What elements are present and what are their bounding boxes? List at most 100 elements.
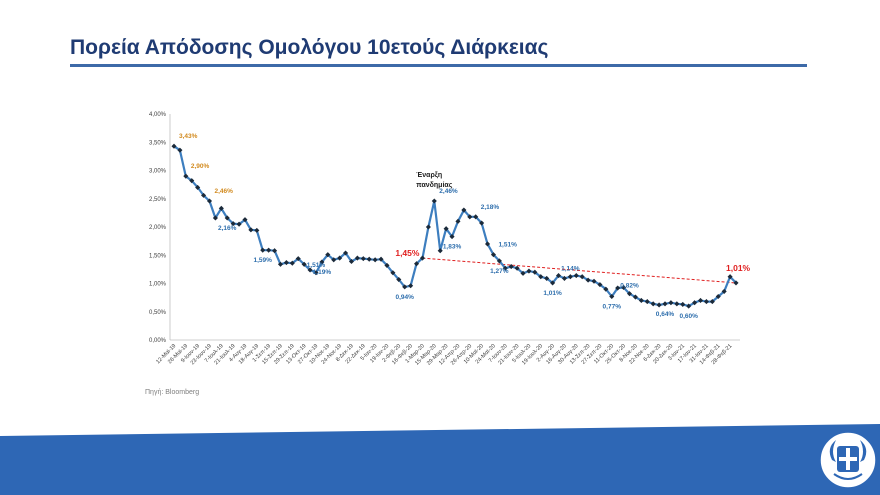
data-label: 1,51%: [307, 262, 326, 269]
data-label: 1,59%: [254, 257, 273, 264]
data-point-marker: [733, 280, 739, 286]
data-point-marker: [372, 257, 378, 263]
data-point-marker: [502, 265, 508, 271]
data-point-marker: [295, 256, 301, 262]
y-tick-label: 1,50%: [149, 253, 167, 259]
data-point-marker: [206, 198, 213, 204]
data-point-marker: [538, 274, 544, 280]
data-label: 0,60%: [679, 313, 698, 320]
data-point-marker: [242, 217, 248, 223]
data-label: 1,01%: [543, 290, 562, 297]
data-point-marker: [520, 270, 526, 276]
data-point-marker: [378, 256, 384, 262]
data-point-marker: [555, 273, 562, 279]
data-point-marker: [402, 284, 408, 290]
data-point-marker: [224, 215, 230, 221]
y-tick-label: 4,00%: [149, 112, 167, 118]
data-point-marker: [272, 248, 278, 254]
data-label: 2,18%: [481, 204, 500, 211]
data-point-marker: [567, 274, 573, 280]
source-note: Πηγή: Bloomberg: [145, 389, 200, 396]
data-label: 1,27%: [490, 268, 509, 275]
data-label: 1,51%: [498, 242, 517, 249]
data-point-marker: [201, 192, 207, 198]
data-point-marker: [390, 270, 396, 276]
trend-end-label: 1,01%: [726, 263, 751, 273]
data-point-marker: [544, 275, 550, 281]
data-label: 0,64%: [656, 311, 675, 318]
data-point-marker: [419, 255, 426, 261]
data-point-marker: [526, 268, 532, 274]
data-point-marker: [591, 278, 597, 284]
data-point-marker: [496, 258, 502, 264]
y-tick-label: 1,00%: [149, 282, 167, 288]
data-point-marker: [632, 294, 638, 300]
data-point-marker: [348, 258, 355, 265]
data-point-marker: [414, 261, 420, 267]
data-point-marker: [189, 178, 195, 184]
y-tick-label: 0,50%: [149, 310, 167, 316]
data-point-marker: [384, 262, 390, 268]
data-point-marker: [248, 227, 254, 233]
data-point-marker: [674, 301, 680, 307]
data-label: 1,19%: [313, 269, 332, 276]
data-point-marker: [337, 255, 343, 261]
y-tick-label: 2,00%: [149, 225, 167, 231]
data-label: 2,46%: [214, 188, 233, 195]
data-point-marker: [283, 260, 289, 266]
data-point-marker: [195, 184, 201, 190]
data-label: 0,82%: [620, 283, 639, 290]
data-point-marker: [508, 264, 514, 270]
data-point-marker: [218, 205, 224, 211]
greek-coat-of-arms-logo: [819, 431, 877, 489]
data-point-marker: [212, 215, 218, 221]
pandemic-annotation-line2: πανδημίας: [416, 182, 452, 189]
data-label: 0,94%: [395, 294, 414, 301]
data-point-marker: [354, 255, 360, 261]
data-point-marker: [177, 147, 183, 153]
data-label: 2,90%: [191, 163, 210, 170]
data-point-marker: [692, 300, 698, 306]
data-label: 2,46%: [439, 188, 458, 195]
data-point-marker: [313, 270, 319, 276]
data-label: 3,43%: [179, 133, 198, 140]
data-point-marker: [425, 224, 431, 230]
data-point-marker: [467, 214, 473, 220]
data-point-marker: [709, 299, 715, 305]
pandemic-annotation-line1: Έναρξη: [416, 172, 442, 179]
data-point-marker: [366, 256, 372, 262]
data-point-marker: [662, 301, 668, 307]
data-point-marker: [656, 302, 662, 308]
data-point-marker: [277, 261, 284, 267]
data-point-marker: [260, 247, 266, 253]
data-label: 2,16%: [218, 225, 237, 232]
data-point-marker: [307, 267, 313, 273]
data-point-marker: [609, 293, 615, 300]
data-point-marker: [455, 218, 461, 224]
data-point-marker: [680, 301, 686, 307]
data-point-marker: [579, 274, 585, 280]
y-tick-label: 3,50%: [149, 140, 167, 146]
data-point-marker: [668, 300, 674, 306]
data-point-marker: [473, 214, 479, 220]
data-point-marker: [254, 227, 260, 233]
data-point-marker: [343, 250, 349, 256]
title-underline: [70, 64, 807, 67]
data-point-marker: [331, 257, 337, 263]
data-label: 1,14%: [561, 266, 580, 273]
trend-line: [422, 257, 737, 284]
data-point-marker: [319, 259, 325, 265]
data-point-marker: [727, 274, 733, 280]
data-point-marker: [443, 226, 449, 232]
data-point-marker: [550, 280, 556, 286]
data-point-marker: [408, 283, 414, 289]
y-tick-label: 0,00%: [149, 338, 167, 344]
data-point-marker: [686, 303, 692, 309]
data-point-marker: [360, 256, 366, 262]
data-point-marker: [171, 143, 177, 149]
data-point-marker: [621, 284, 627, 291]
y-tick-label: 3,00%: [149, 169, 167, 175]
data-point-marker: [626, 291, 633, 297]
